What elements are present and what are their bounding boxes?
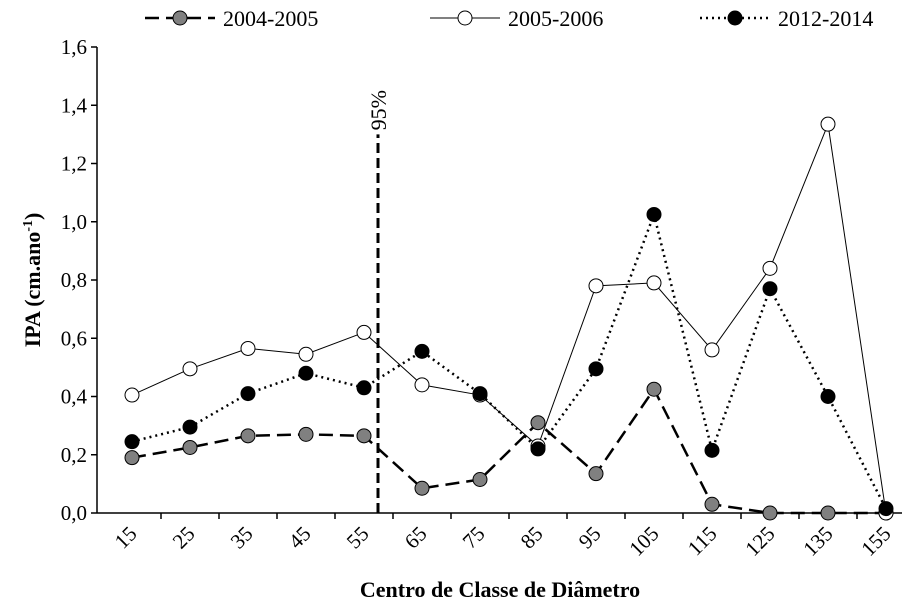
- data-point: [356, 428, 372, 444]
- series-line: [131, 386, 886, 515]
- y-tick-label: 1,4: [61, 93, 88, 117]
- data-point: [588, 361, 604, 377]
- legend-marker: [172, 10, 188, 26]
- data-point: [356, 324, 372, 340]
- data-point: [414, 377, 430, 393]
- legend-marker: [727, 10, 743, 26]
- y-tick-label: 0,8: [61, 268, 87, 292]
- x-tick-label: 45: [284, 522, 316, 554]
- data-point: [530, 415, 546, 431]
- series-line: [131, 210, 888, 510]
- data-point: [298, 346, 314, 362]
- data-point: [182, 439, 198, 455]
- data-point: [646, 206, 662, 222]
- data-point: [762, 260, 778, 276]
- y-axis-title: IPA (cm.ano-1): [20, 213, 45, 348]
- y-tick-label: 1,2: [61, 152, 87, 176]
- x-tick-label: 25: [168, 522, 200, 554]
- data-point: [472, 472, 488, 488]
- x-tick-label: 115: [683, 522, 722, 561]
- data-point: [240, 340, 256, 356]
- y-title-text: IPA (cm.ano: [20, 232, 45, 348]
- data-point: [704, 496, 720, 512]
- data-point: [298, 426, 314, 442]
- x-tick-label: 65: [400, 522, 432, 554]
- y-title-end: ): [20, 213, 45, 220]
- data-point: [298, 365, 314, 381]
- legend-marker: [457, 10, 473, 26]
- data-point: [762, 505, 778, 521]
- x-tick-label: 15: [110, 522, 142, 554]
- data-point: [704, 342, 720, 358]
- data-point: [124, 450, 140, 466]
- data-point: [762, 281, 778, 297]
- data-point: [878, 501, 894, 517]
- data-point: [820, 389, 836, 404]
- data-point: [588, 278, 604, 294]
- data-point: [124, 434, 140, 450]
- y-tick-label: 0,0: [61, 501, 87, 525]
- x-tick-label: 85: [516, 522, 548, 554]
- x-axis-title: Centro de Classe de Diâmetro: [360, 577, 640, 602]
- y-tick-label: 0,4: [61, 385, 88, 409]
- data-point: [646, 381, 662, 397]
- y-tick-label: 1,6: [61, 35, 87, 59]
- annotation-label: 95%: [366, 90, 391, 130]
- x-tick-label: 75: [458, 522, 490, 554]
- x-tick-label: 35: [226, 522, 258, 554]
- data-point: [646, 275, 662, 291]
- y-tick-label: 1,0: [61, 210, 87, 234]
- data-point: [820, 505, 836, 521]
- data-point: [182, 361, 198, 377]
- data-point: [820, 116, 836, 132]
- x-tick-label: 55: [342, 522, 374, 554]
- data-point: [704, 442, 720, 458]
- y-tick-label: 0,2: [61, 443, 87, 467]
- x-tick-label: 135: [798, 522, 837, 561]
- data-point: [124, 387, 140, 403]
- x-tick-label: 95: [574, 522, 606, 554]
- x-tick-label: 155: [856, 522, 895, 561]
- data-point: [240, 428, 256, 444]
- legend-label: 2012-2014: [778, 6, 873, 31]
- x-tick-label: 105: [624, 522, 663, 561]
- data-point: [182, 419, 198, 435]
- y-title-sup: -1: [21, 220, 36, 232]
- data-point: [588, 466, 604, 482]
- data-point: [530, 441, 546, 457]
- legend-label: 2004-2005: [223, 6, 318, 31]
- y-tick-label: 0,6: [61, 326, 87, 350]
- series-line: [131, 122, 887, 514]
- x-tick-label: 125: [740, 522, 779, 561]
- legend-label: 2005-2006: [508, 6, 603, 31]
- data-point: [414, 343, 430, 359]
- data-point: [472, 386, 488, 402]
- data-point: [356, 380, 372, 396]
- data-point: [414, 480, 430, 496]
- data-point: [240, 386, 256, 402]
